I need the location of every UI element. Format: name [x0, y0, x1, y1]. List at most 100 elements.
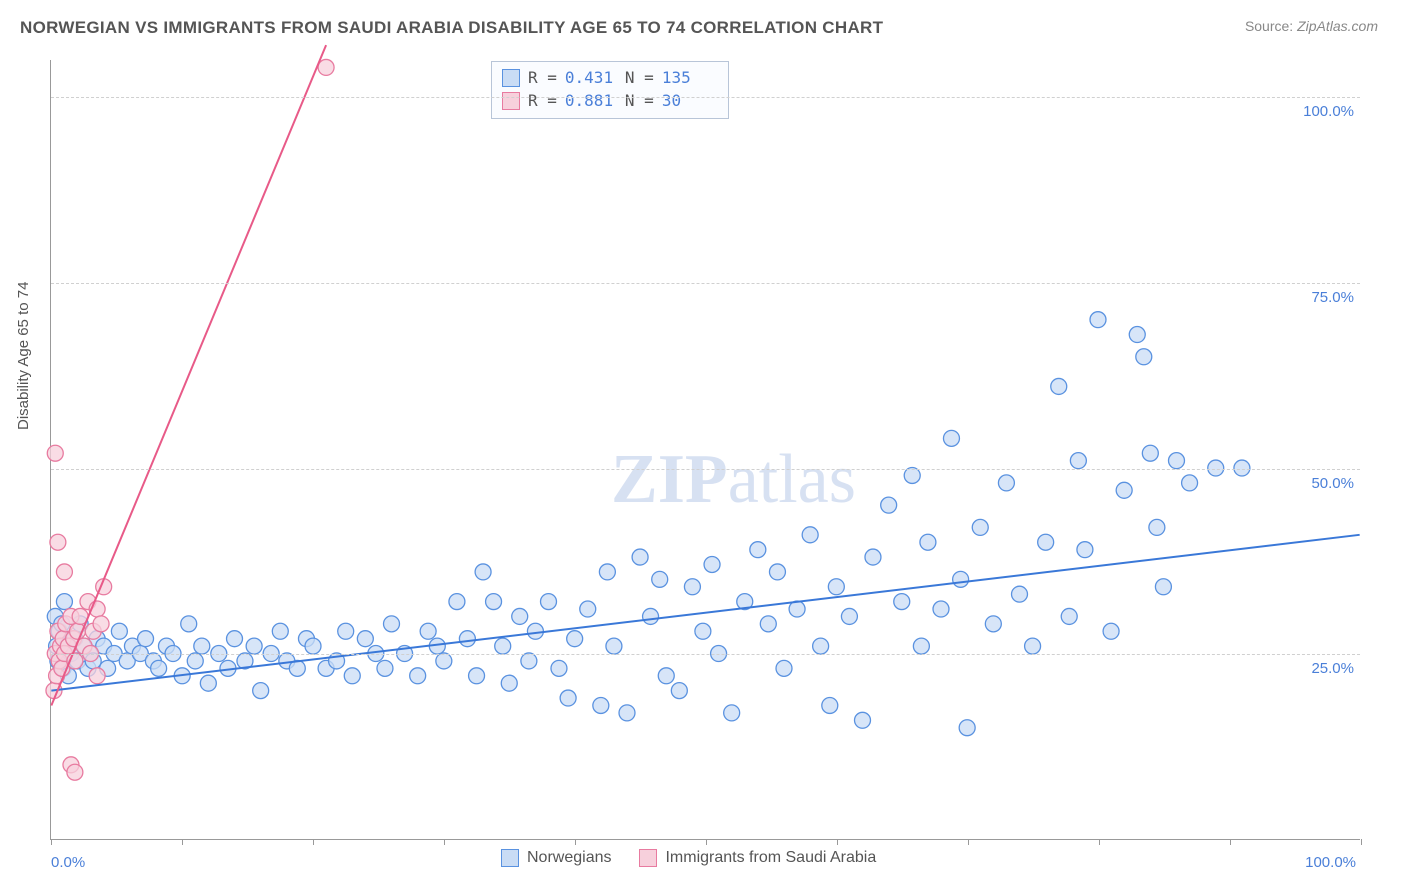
scatter-point: [1025, 638, 1041, 654]
x-tick: [1099, 839, 1100, 845]
x-tick: [1230, 839, 1231, 845]
x-tick: [575, 839, 576, 845]
scatter-point: [704, 557, 720, 573]
x-tick: [444, 839, 445, 845]
scatter-point: [684, 579, 700, 595]
scatter-point: [920, 534, 936, 550]
scatter-point: [985, 616, 1001, 632]
scatter-point: [959, 720, 975, 736]
scatter-point: [305, 638, 321, 654]
scatter-point: [253, 683, 269, 699]
scatter-point: [953, 571, 969, 587]
scatter-point: [1103, 623, 1119, 639]
scatter-point: [501, 675, 517, 691]
chart-svg: [51, 60, 1360, 839]
grid-line: [51, 97, 1360, 98]
scatter-point: [972, 519, 988, 535]
scatter-point: [599, 564, 615, 580]
scatter-point: [769, 564, 785, 580]
bottom-legend: Norwegians Immigrants from Saudi Arabia: [501, 849, 876, 867]
scatter-point: [56, 594, 72, 610]
scatter-point: [776, 660, 792, 676]
scatter-point: [56, 564, 72, 580]
scatter-point: [671, 683, 687, 699]
x-tick: [1361, 839, 1362, 845]
scatter-point: [486, 594, 502, 610]
scatter-point: [512, 608, 528, 624]
y-tick-label: 25.0%: [1311, 660, 1354, 677]
scatter-point: [344, 668, 360, 684]
x-tick: [968, 839, 969, 845]
x-tick-label: 100.0%: [1305, 854, 1356, 871]
scatter-point: [695, 623, 711, 639]
grid-line: [51, 469, 1360, 470]
scatter-point: [1012, 586, 1028, 602]
scatter-point: [338, 623, 354, 639]
scatter-point: [377, 660, 393, 676]
scatter-point: [1136, 349, 1152, 365]
scatter-point: [527, 623, 543, 639]
trend-line: [51, 45, 326, 705]
scatter-point: [802, 527, 818, 543]
x-tick: [51, 839, 52, 845]
scatter-point: [384, 616, 400, 632]
scatter-point: [1155, 579, 1171, 595]
legend-swatch-1: [639, 849, 657, 867]
scatter-point: [246, 638, 262, 654]
scatter-point: [1061, 608, 1077, 624]
legend-swatch-0: [501, 849, 519, 867]
scatter-point: [357, 631, 373, 647]
scatter-point: [227, 631, 243, 647]
scatter-point: [828, 579, 844, 595]
scatter-point: [47, 445, 63, 461]
scatter-point: [469, 668, 485, 684]
legend-item-1: Immigrants from Saudi Arabia: [639, 849, 876, 867]
scatter-point: [410, 668, 426, 684]
x-tick: [837, 839, 838, 845]
scatter-point: [475, 564, 491, 580]
scatter-point: [1116, 482, 1132, 498]
scatter-point: [724, 705, 740, 721]
y-tick-label: 100.0%: [1303, 103, 1354, 120]
plot-area: ZIPatlas R = 0.431 N = 135 R = 0.881 N =…: [50, 60, 1360, 840]
scatter-point: [855, 712, 871, 728]
scatter-point: [1070, 453, 1086, 469]
scatter-point: [194, 638, 210, 654]
scatter-point: [632, 549, 648, 565]
scatter-point: [1038, 534, 1054, 550]
scatter-point: [541, 594, 557, 610]
grid-line: [51, 283, 1360, 284]
y-tick-label: 50.0%: [1311, 475, 1354, 492]
scatter-point: [1169, 453, 1185, 469]
scatter-point: [1051, 378, 1067, 394]
source-attribution: Source: ZipAtlas.com: [1245, 18, 1378, 34]
legend-label-0: Norwegians: [527, 849, 611, 867]
scatter-point: [436, 653, 452, 669]
scatter-point: [181, 616, 197, 632]
scatter-point: [187, 653, 203, 669]
scatter-point: [580, 601, 596, 617]
x-tick: [313, 839, 314, 845]
scatter-point: [93, 616, 109, 632]
scatter-point: [643, 608, 659, 624]
scatter-point: [138, 631, 154, 647]
scatter-point: [1129, 327, 1145, 343]
scatter-point: [560, 690, 576, 706]
scatter-point: [750, 542, 766, 558]
legend-label-1: Immigrants from Saudi Arabia: [665, 849, 876, 867]
scatter-point: [841, 608, 857, 624]
trend-line: [51, 535, 1359, 691]
scatter-point: [933, 601, 949, 617]
x-tick: [706, 839, 707, 845]
y-tick-label: 75.0%: [1311, 289, 1354, 306]
scatter-point: [67, 764, 83, 780]
scatter-point: [813, 638, 829, 654]
scatter-point: [495, 638, 511, 654]
scatter-point: [913, 638, 929, 654]
scatter-point: [904, 467, 920, 483]
scatter-point: [449, 594, 465, 610]
scatter-point: [593, 697, 609, 713]
scatter-point: [1149, 519, 1165, 535]
scatter-point: [760, 616, 776, 632]
scatter-point: [420, 623, 436, 639]
